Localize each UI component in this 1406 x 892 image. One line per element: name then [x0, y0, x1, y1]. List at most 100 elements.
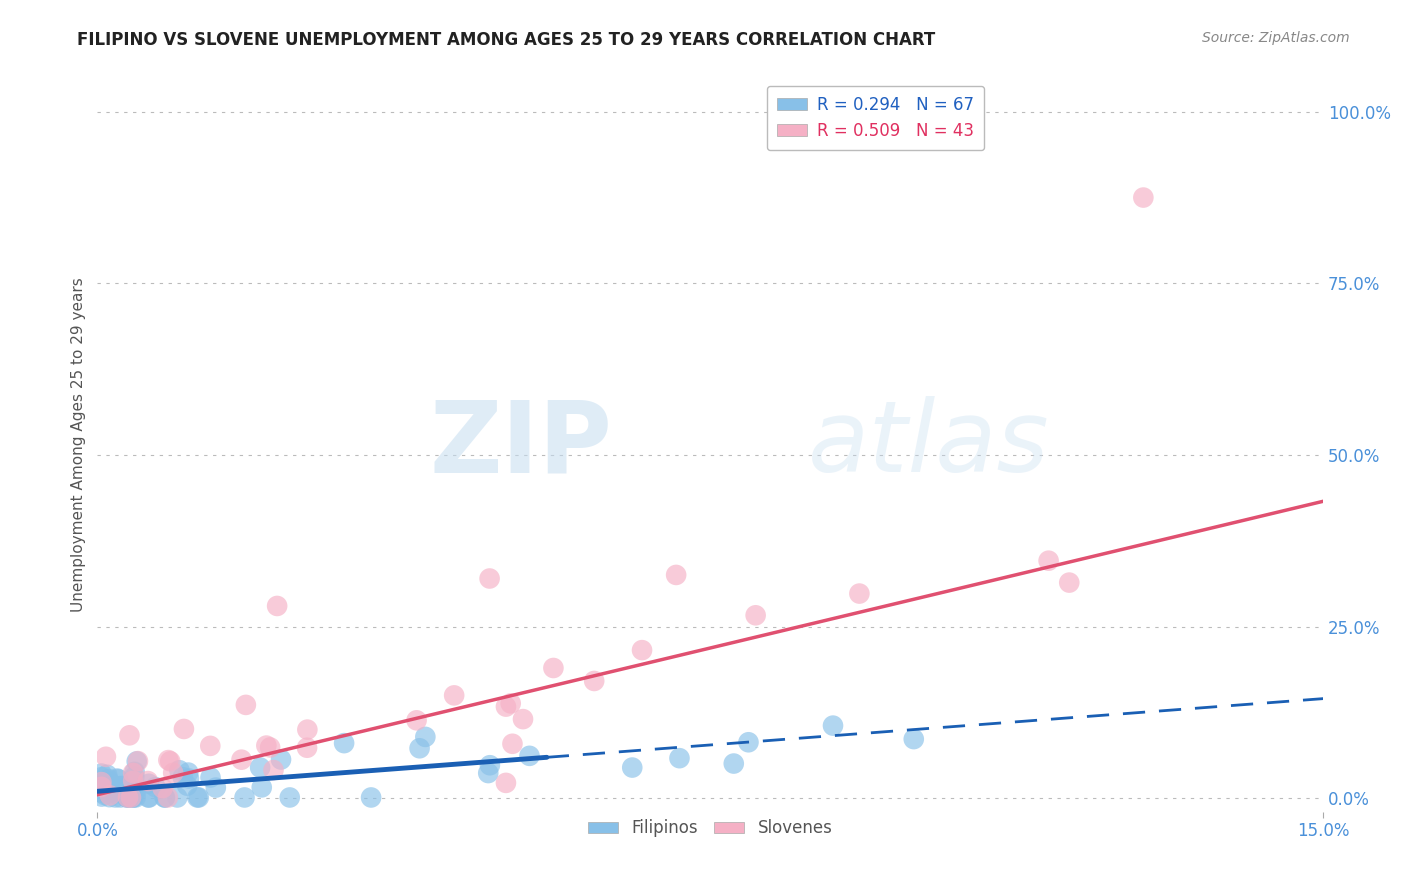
- Point: [254, 739, 277, 753]
- Point: [499, 697, 522, 711]
- Point: [110, 790, 132, 805]
- Point: [478, 758, 501, 772]
- Point: [90, 782, 112, 797]
- Point: [115, 784, 138, 798]
- Point: [583, 673, 606, 688]
- Point: [172, 770, 194, 784]
- Point: [98, 775, 121, 789]
- Point: [259, 740, 281, 755]
- Point: [278, 790, 301, 805]
- Point: [157, 753, 180, 767]
- Point: [173, 722, 195, 736]
- Point: [138, 777, 160, 791]
- Text: ZIP: ZIP: [429, 396, 612, 493]
- Point: [737, 735, 759, 749]
- Point: [98, 789, 121, 803]
- Point: [122, 790, 145, 805]
- Point: [495, 699, 517, 714]
- Point: [107, 772, 129, 787]
- Point: [111, 779, 134, 793]
- Point: [204, 780, 226, 795]
- Point: [98, 790, 121, 805]
- Point: [120, 785, 142, 799]
- Point: [297, 723, 319, 737]
- Point: [621, 760, 644, 774]
- Point: [104, 790, 127, 805]
- Point: [821, 718, 844, 732]
- Text: FILIPINO VS SLOVENE UNEMPLOYMENT AMONG AGES 25 TO 29 YEARS CORRELATION CHART: FILIPINO VS SLOVENE UNEMPLOYMENT AMONG A…: [77, 31, 935, 49]
- Point: [91, 775, 114, 789]
- Point: [122, 766, 145, 780]
- Point: [117, 790, 139, 805]
- Point: [108, 779, 131, 793]
- Point: [108, 785, 131, 799]
- Point: [138, 790, 160, 805]
- Point: [124, 790, 146, 805]
- Point: [162, 765, 184, 780]
- Point: [127, 754, 149, 768]
- Point: [136, 790, 159, 805]
- Point: [145, 780, 167, 794]
- Point: [415, 730, 437, 744]
- Point: [543, 661, 565, 675]
- Point: [249, 760, 271, 774]
- Point: [744, 608, 766, 623]
- Point: [723, 756, 745, 771]
- Point: [112, 780, 135, 795]
- Legend: Filipinos, Slovenes: Filipinos, Slovenes: [581, 813, 839, 844]
- Point: [405, 714, 427, 728]
- Point: [443, 689, 465, 703]
- Point: [124, 764, 146, 779]
- Point: [90, 789, 112, 804]
- Point: [848, 586, 870, 600]
- Point: [186, 790, 208, 805]
- Point: [187, 790, 209, 805]
- Point: [519, 748, 541, 763]
- Point: [495, 776, 517, 790]
- Point: [665, 568, 688, 582]
- Point: [152, 781, 174, 796]
- Point: [166, 790, 188, 805]
- Point: [501, 737, 523, 751]
- Point: [903, 732, 925, 747]
- Point: [200, 739, 222, 753]
- Point: [1057, 575, 1080, 590]
- Point: [1132, 190, 1154, 204]
- Point: [90, 775, 112, 789]
- Point: [1038, 554, 1060, 568]
- Point: [360, 790, 382, 805]
- Point: [631, 643, 654, 657]
- Point: [250, 780, 273, 795]
- Point: [153, 790, 176, 805]
- Point: [96, 768, 118, 782]
- Point: [333, 736, 356, 750]
- Point: [120, 790, 142, 805]
- Point: [668, 751, 690, 765]
- Point: [263, 763, 285, 777]
- Point: [90, 770, 112, 784]
- Point: [96, 781, 118, 796]
- Point: [122, 773, 145, 788]
- Point: [118, 728, 141, 742]
- Point: [117, 790, 139, 805]
- Point: [233, 790, 256, 805]
- Point: [477, 766, 499, 780]
- Point: [118, 790, 141, 805]
- Point: [125, 755, 148, 769]
- Point: [177, 772, 200, 786]
- Point: [90, 766, 112, 780]
- Point: [124, 770, 146, 784]
- Point: [176, 779, 198, 793]
- Point: [512, 712, 534, 726]
- Y-axis label: Unemployment Among Ages 25 to 29 years: Unemployment Among Ages 25 to 29 years: [72, 277, 86, 612]
- Point: [153, 790, 176, 805]
- Point: [90, 786, 112, 800]
- Point: [94, 788, 117, 802]
- Point: [408, 741, 430, 756]
- Text: Source: ZipAtlas.com: Source: ZipAtlas.com: [1202, 31, 1350, 45]
- Point: [90, 780, 112, 794]
- Point: [177, 765, 200, 780]
- Point: [122, 790, 145, 805]
- Point: [270, 752, 292, 766]
- Point: [136, 774, 159, 789]
